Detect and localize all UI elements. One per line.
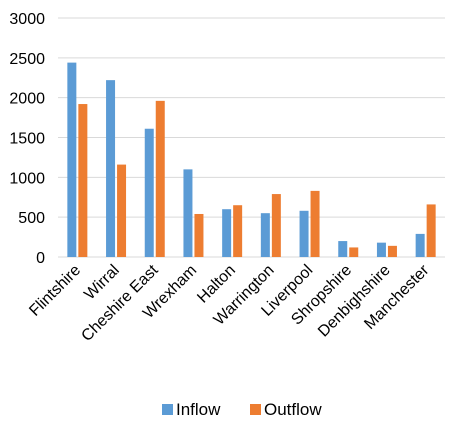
bar-outflow-liverpool xyxy=(310,190,320,257)
bar-inflow-cheshire-east xyxy=(144,128,154,257)
bar-inflow-liverpool xyxy=(299,210,309,257)
bar-inflow-warrington xyxy=(260,213,270,257)
bar-outflow-warrington xyxy=(271,194,281,257)
bar-inflow-shropshire xyxy=(338,241,348,257)
bar-inflow-halton xyxy=(222,209,232,257)
y-tick-label: 2000 xyxy=(9,91,45,108)
bar-outflow-halton xyxy=(233,205,243,257)
y-tick-label: 1000 xyxy=(9,170,45,187)
bar-outflow-cheshire-east xyxy=(155,100,165,257)
y-tick-label: 2500 xyxy=(9,51,45,68)
bar-outflow-flintshire xyxy=(78,104,88,257)
bar-inflow-flintshire xyxy=(67,62,77,257)
bar-outflow-manchester xyxy=(426,204,436,257)
bar-inflow-manchester xyxy=(415,233,425,257)
x-category-label: Flintshire xyxy=(26,262,84,320)
bar-outflow-wirral xyxy=(117,164,127,257)
y-tick-label: 3000 xyxy=(9,11,45,28)
bar-inflow-wirral xyxy=(106,80,116,257)
y-axis-tick-labels: 0 500 1000 1500 2000 2500 3000 xyxy=(9,11,45,267)
bar-outflow-denbighshire xyxy=(387,245,397,257)
y-tick-label: 0 xyxy=(36,250,45,267)
gridlines xyxy=(58,17,445,258)
bars xyxy=(67,62,436,257)
legend-swatch-inflow xyxy=(162,404,173,415)
bar-outflow-shropshire xyxy=(349,247,359,257)
legend-label-outflow: Outflow xyxy=(264,400,322,419)
y-tick-label: 500 xyxy=(18,210,45,227)
y-tick-label: 1500 xyxy=(9,131,45,148)
bar-inflow-denbighshire xyxy=(376,242,386,257)
legend: Inflow Outflow xyxy=(162,400,322,419)
bar-inflow-wrexham xyxy=(183,169,193,257)
bar-outflow-wrexham xyxy=(194,213,204,257)
legend-label-inflow: Inflow xyxy=(176,400,221,419)
legend-swatch-outflow xyxy=(250,404,261,415)
